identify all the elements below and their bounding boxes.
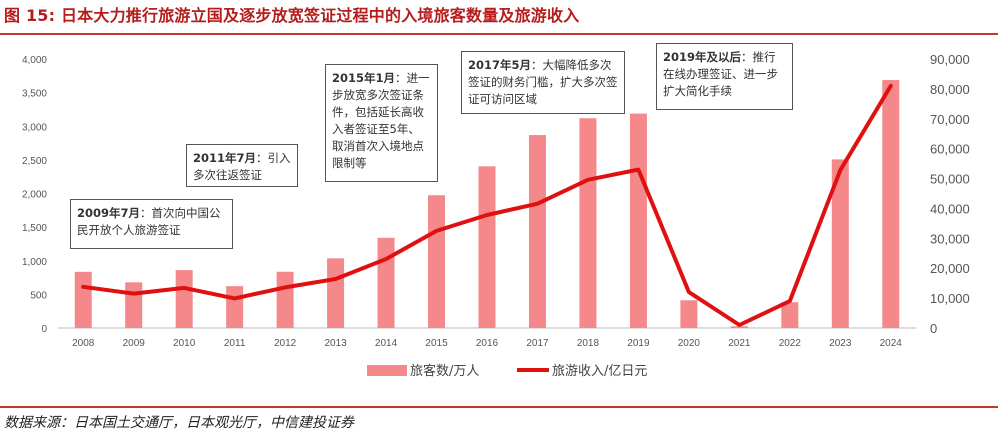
right-y-tick-label: 70,000 (930, 112, 970, 127)
right-y-tick-label: 30,000 (930, 231, 970, 246)
annotation-2017: 2017年5月：大幅降低多次签证的财务门槛，扩大多次签证可访问区域 (461, 51, 625, 114)
source-rule (0, 406, 998, 408)
bar-2011 (226, 286, 244, 328)
right-y-tick-label: 20,000 (930, 261, 970, 276)
x-tick-label: 2012 (274, 338, 297, 349)
annotation-2015: 2015年1月：进一步放宽多次签证条件，包括延长高收入者签证至5年、取消首次入境… (325, 64, 438, 182)
x-tick-label: 2024 (880, 338, 903, 349)
left-y-tick-label: 3,500 (22, 89, 47, 100)
right-y-axis: 0 10,000 20,000 30,000 40,000 50,000 60,000 70,… (930, 52, 970, 336)
bar-2016 (478, 166, 496, 328)
legend-bar-label: 旅客数/万人 (410, 363, 479, 379)
x-tick-label: 2023 (829, 338, 852, 349)
source-note: 数据来源：日本国土交通厅，日本观光厅，中信建投证券 (4, 415, 354, 431)
bar-2009 (125, 282, 143, 328)
right-y-tick-label: 0 (930, 321, 937, 336)
bar-2017 (528, 135, 546, 328)
bar-2013 (327, 258, 345, 328)
right-y-tick-label: 40,000 (930, 201, 970, 216)
annotation-text: 首次向中国公民开放个人旅游签证 (77, 206, 221, 237)
x-tick-label: 2021 (728, 338, 751, 349)
annotation-2011: 2011年7月：引入多次往返签证 (186, 144, 298, 187)
left-y-tick-label: 2,000 (22, 190, 47, 201)
right-y-tick-label: 90,000 (930, 52, 970, 67)
bar-2015 (428, 195, 446, 328)
left-y-tick-label: 0 (41, 324, 47, 335)
left-y-tick-label: 2,500 (22, 156, 47, 167)
annotation-text: 推行在线办理签证、进一步扩大简化手续 (663, 50, 778, 98)
annotation-year: 2017年5月 (468, 58, 532, 72)
chart-title: 图 15: 日本大力推行旅游立国及逐步放宽签证过程中的入境旅客数量及旅游收入 (4, 6, 580, 25)
x-tick-label: 2016 (476, 338, 499, 349)
bar-2019 (629, 113, 647, 329)
x-tick-label: 2013 (324, 338, 347, 349)
combo-chart: 05001,0001,5002,0002,5003,0003,5004,000 … (22, 52, 970, 379)
legend-line-label: 旅游收入/亿日元 (552, 364, 647, 379)
right-y-tick-label: 50,000 (930, 172, 970, 187)
line-series (81, 83, 893, 327)
bar-2024 (882, 80, 900, 328)
bar-2020 (680, 300, 698, 328)
x-tick-label: 2009 (123, 338, 146, 349)
bar-2010 (175, 270, 193, 328)
left-y-tick-label: 1,000 (22, 257, 47, 268)
annotation-2009: 2009年7月：首次向中国公民开放个人旅游签证 (70, 199, 233, 249)
annotation-year: 2011年7月 (193, 151, 257, 165)
revenue-line (81, 83, 893, 327)
left-y-tick-label: 1,500 (22, 223, 47, 234)
annotation-text: 引入多次往返签证 (193, 151, 291, 182)
annotation-year: 2009年7月 (77, 206, 141, 220)
left-y-tick-label: 500 (30, 290, 47, 301)
annotation-year: 2015年1月 (332, 71, 396, 85)
bar-2012 (276, 271, 294, 328)
x-tick-label: 2008 (72, 338, 95, 349)
x-tick-label: 2018 (577, 338, 600, 349)
right-y-tick-label: 80,000 (930, 82, 970, 97)
annotation-2019: 2019年及以后：推行在线办理签证、进一步扩大简化手续 (656, 43, 793, 110)
bar-2021 (730, 326, 748, 328)
annotation-text: 大幅降低多次签证的财务门槛，扩大多次签证可访问区域 (468, 58, 618, 106)
x-tick-label: 2011 (224, 338, 246, 349)
x-tick-label: 2015 (425, 338, 448, 349)
left-y-axis: 0 500 1,000 1,500 2,000 2,500 3,000 3,500 4,000 (22, 55, 47, 335)
right-y-tick-label: 10,000 (930, 291, 970, 306)
x-tick-label: 2010 (173, 338, 196, 349)
left-y-tick-label: 4,000 (22, 55, 47, 66)
annotation-year: 2019年及以后 (663, 50, 742, 64)
bar-2023 (831, 159, 849, 328)
left-y-tick-label: 3,000 (22, 122, 47, 133)
legend-bar-swatch (367, 365, 407, 376)
x-tick-label: 2020 (678, 338, 701, 349)
bar-2008 (74, 271, 92, 328)
x-tick-label: 2022 (779, 338, 802, 349)
bar-2014 (377, 237, 395, 328)
bar-2022 (781, 302, 799, 328)
title-rule (0, 33, 998, 35)
x-tick-label: 2019 (627, 338, 650, 349)
x-tick-label: 2014 (375, 338, 398, 349)
x-axis-ticks: 2008 2009 2010 2011 2012 2013 2014 2015 2016 2017… (72, 338, 902, 349)
bar-2018 (579, 118, 597, 328)
x-tick-label: 2017 (526, 338, 549, 349)
right-y-tick-label: 60,000 (930, 142, 970, 157)
legend: 旅客数/万人 旅游收入/亿日元 (367, 363, 647, 379)
annotation-text: 进一步放宽多次签证条件，包括延长高收入者签证至5年、取消首次入境地点限制等 (332, 71, 430, 170)
